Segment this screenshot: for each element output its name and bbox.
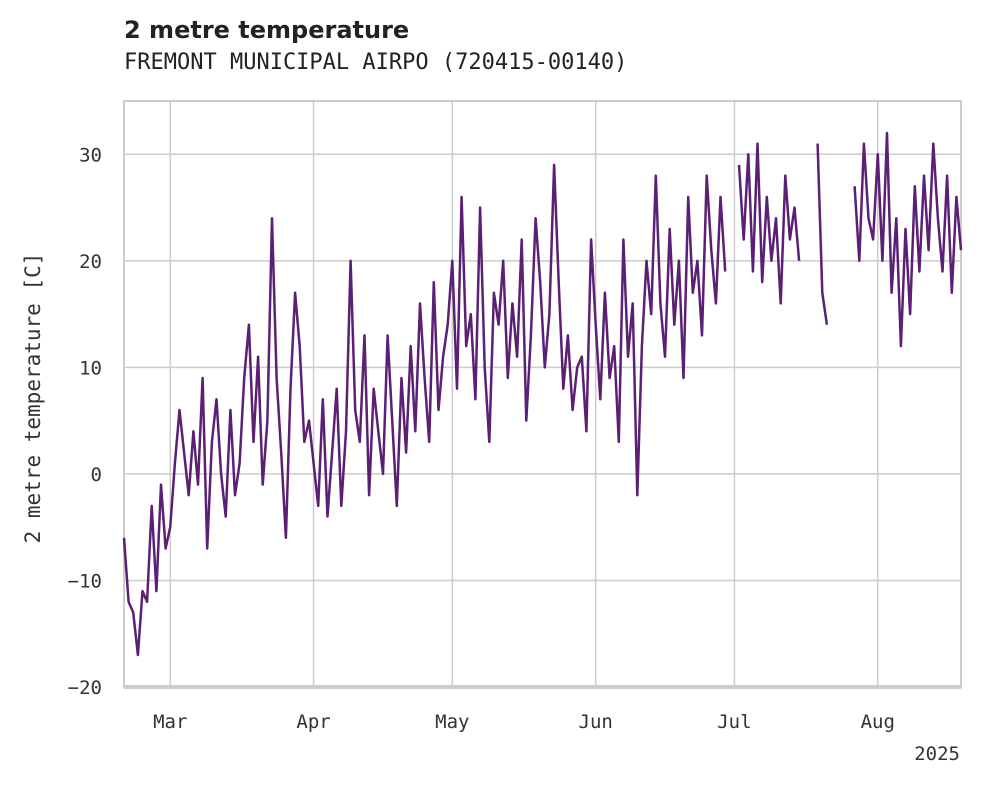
x-tick-label: Aug: [861, 711, 895, 733]
x-tick-label: Jun: [579, 711, 613, 733]
chart-subtitle: FREMONT MUNICIPAL AIRPO (720415-00140): [124, 50, 628, 75]
year-label: 2025: [914, 743, 960, 765]
x-gridlines: [124, 101, 961, 689]
y-tick-labels: −20 −10 0 10 20 30: [68, 144, 102, 699]
y-tick-label: −20: [68, 677, 102, 699]
y-axis-label: 2 metre temperature [C]: [21, 253, 45, 544]
series-group: [122, 131, 963, 657]
y-tick-label: 20: [79, 251, 102, 273]
y-tick-label: −10: [68, 570, 102, 592]
x-tick-label: Mar: [153, 711, 187, 733]
x-tick-label: May: [435, 711, 469, 733]
series-line: [122, 163, 727, 657]
x-tick-label: Jul: [717, 711, 751, 733]
series-line: [853, 131, 963, 348]
plot-area-frame: [123, 100, 962, 688]
y-tick-label: 0: [91, 464, 102, 486]
series-line: [816, 143, 829, 325]
x-tick-labels: Mar Apr May Jun Jul Aug: [153, 711, 895, 733]
series-line: [737, 142, 801, 305]
chart-title: 2 metre temperature: [124, 16, 410, 44]
y-tick-label: 10: [79, 357, 102, 379]
x-tick-label: Apr: [296, 711, 330, 733]
y-tick-label: 30: [79, 144, 102, 166]
